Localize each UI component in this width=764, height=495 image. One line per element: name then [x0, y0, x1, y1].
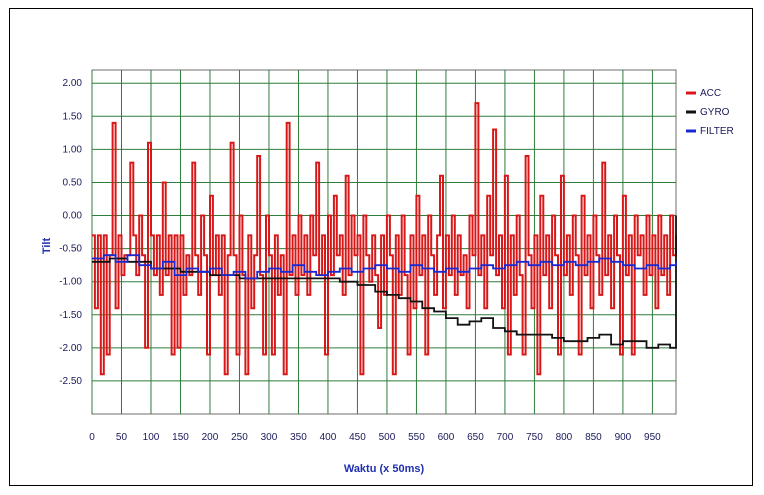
x-tick-label: 200	[202, 432, 219, 443]
y-tick-labels: 2.00 1.50 1.00 0.50 0.00 -0.50 -1.00 -1.50 -2.00…	[59, 78, 82, 387]
x-tick-label: 400	[320, 432, 337, 443]
x-tick-label: 350	[290, 432, 307, 443]
y-axis-title: Tilt	[41, 238, 53, 255]
series-line-filter	[92, 254, 677, 280]
x-tick-label: 900	[615, 432, 632, 443]
legend-label-filter: FILTER	[700, 126, 734, 137]
x-tick-label: 150	[172, 432, 189, 443]
y-tick-label: 1.00	[63, 144, 83, 155]
series-line-gyro	[92, 215, 677, 349]
x-tick-label: 450	[349, 432, 366, 443]
y-tick-label: -0.50	[59, 244, 82, 255]
legend: ACC GYRO FILTER	[686, 88, 734, 137]
y-tick-label: 1.50	[63, 111, 83, 122]
x-tick-label: 50	[116, 432, 128, 443]
y-tick-label: 0.50	[63, 177, 83, 188]
series-line-acc	[92, 102, 677, 376]
x-axis-title: Waktu (x 50ms)	[344, 463, 425, 475]
y-tick-label: -1.00	[59, 277, 82, 288]
x-tick-label: 750	[526, 432, 543, 443]
x-tick-label: 700	[497, 432, 514, 443]
y-tick-label: -2.00	[59, 343, 82, 354]
legend-label-acc: ACC	[700, 88, 721, 99]
y-tick-label: 0.00	[63, 211, 83, 222]
x-tick-label: 500	[379, 432, 396, 443]
y-tick-label: 2.00	[63, 78, 83, 89]
x-tick-label: 650	[467, 432, 484, 443]
x-tick-label: 100	[143, 432, 160, 443]
y-tick-label: -2.50	[59, 376, 82, 387]
x-tick-label: 550	[408, 432, 425, 443]
x-tick-label: 800	[556, 432, 573, 443]
x-tick-label: 300	[261, 432, 278, 443]
x-tick-label: 950	[644, 432, 661, 443]
x-tick-label: 250	[231, 432, 248, 443]
x-tick-label: 850	[585, 432, 602, 443]
x-tick-label: 600	[438, 432, 455, 443]
x-tick-label: 0	[89, 432, 95, 443]
series-lines	[92, 102, 677, 376]
x-tick-labels: 0 50 100 150 200 250 300 350 400 450 500 550 600 650 7…	[89, 432, 661, 443]
y-tick-label: -1.50	[59, 310, 82, 321]
legend-label-gyro: GYRO	[700, 107, 730, 118]
